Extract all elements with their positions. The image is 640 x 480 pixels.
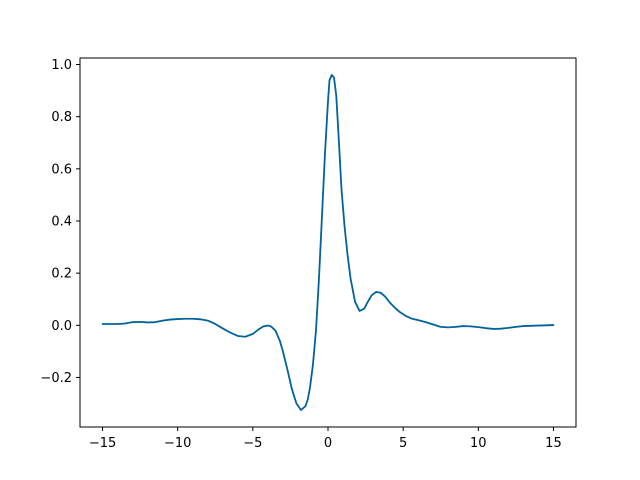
y-axis: −0.2 0.0 0.2 0.4 0.6 0.8 1.0 [40, 58, 80, 386]
x-tick-label: −5 [243, 436, 262, 451]
x-tick-label: 0 [324, 436, 332, 451]
x-tick-label: 5 [399, 436, 407, 451]
y-tick-label: 0.2 [51, 267, 72, 282]
x-tick-label: −15 [89, 436, 116, 451]
x-tick-label: 15 [545, 436, 562, 451]
x-tick-label: 10 [470, 436, 487, 451]
y-tick-label: 0.0 [51, 319, 72, 334]
y-tick-label: 1.0 [51, 58, 72, 73]
y-tick-label: −0.2 [40, 371, 72, 386]
series-line-0 [101, 74, 555, 411]
y-tick-label: 0.6 [51, 162, 72, 177]
y-tick-label: 0.4 [51, 214, 72, 229]
y-tick-label: 0.8 [51, 110, 72, 125]
plot-area [101, 74, 555, 411]
x-tick-label: −10 [164, 436, 191, 451]
x-axis: −15 −10 −5 0 5 10 15 [89, 427, 562, 451]
